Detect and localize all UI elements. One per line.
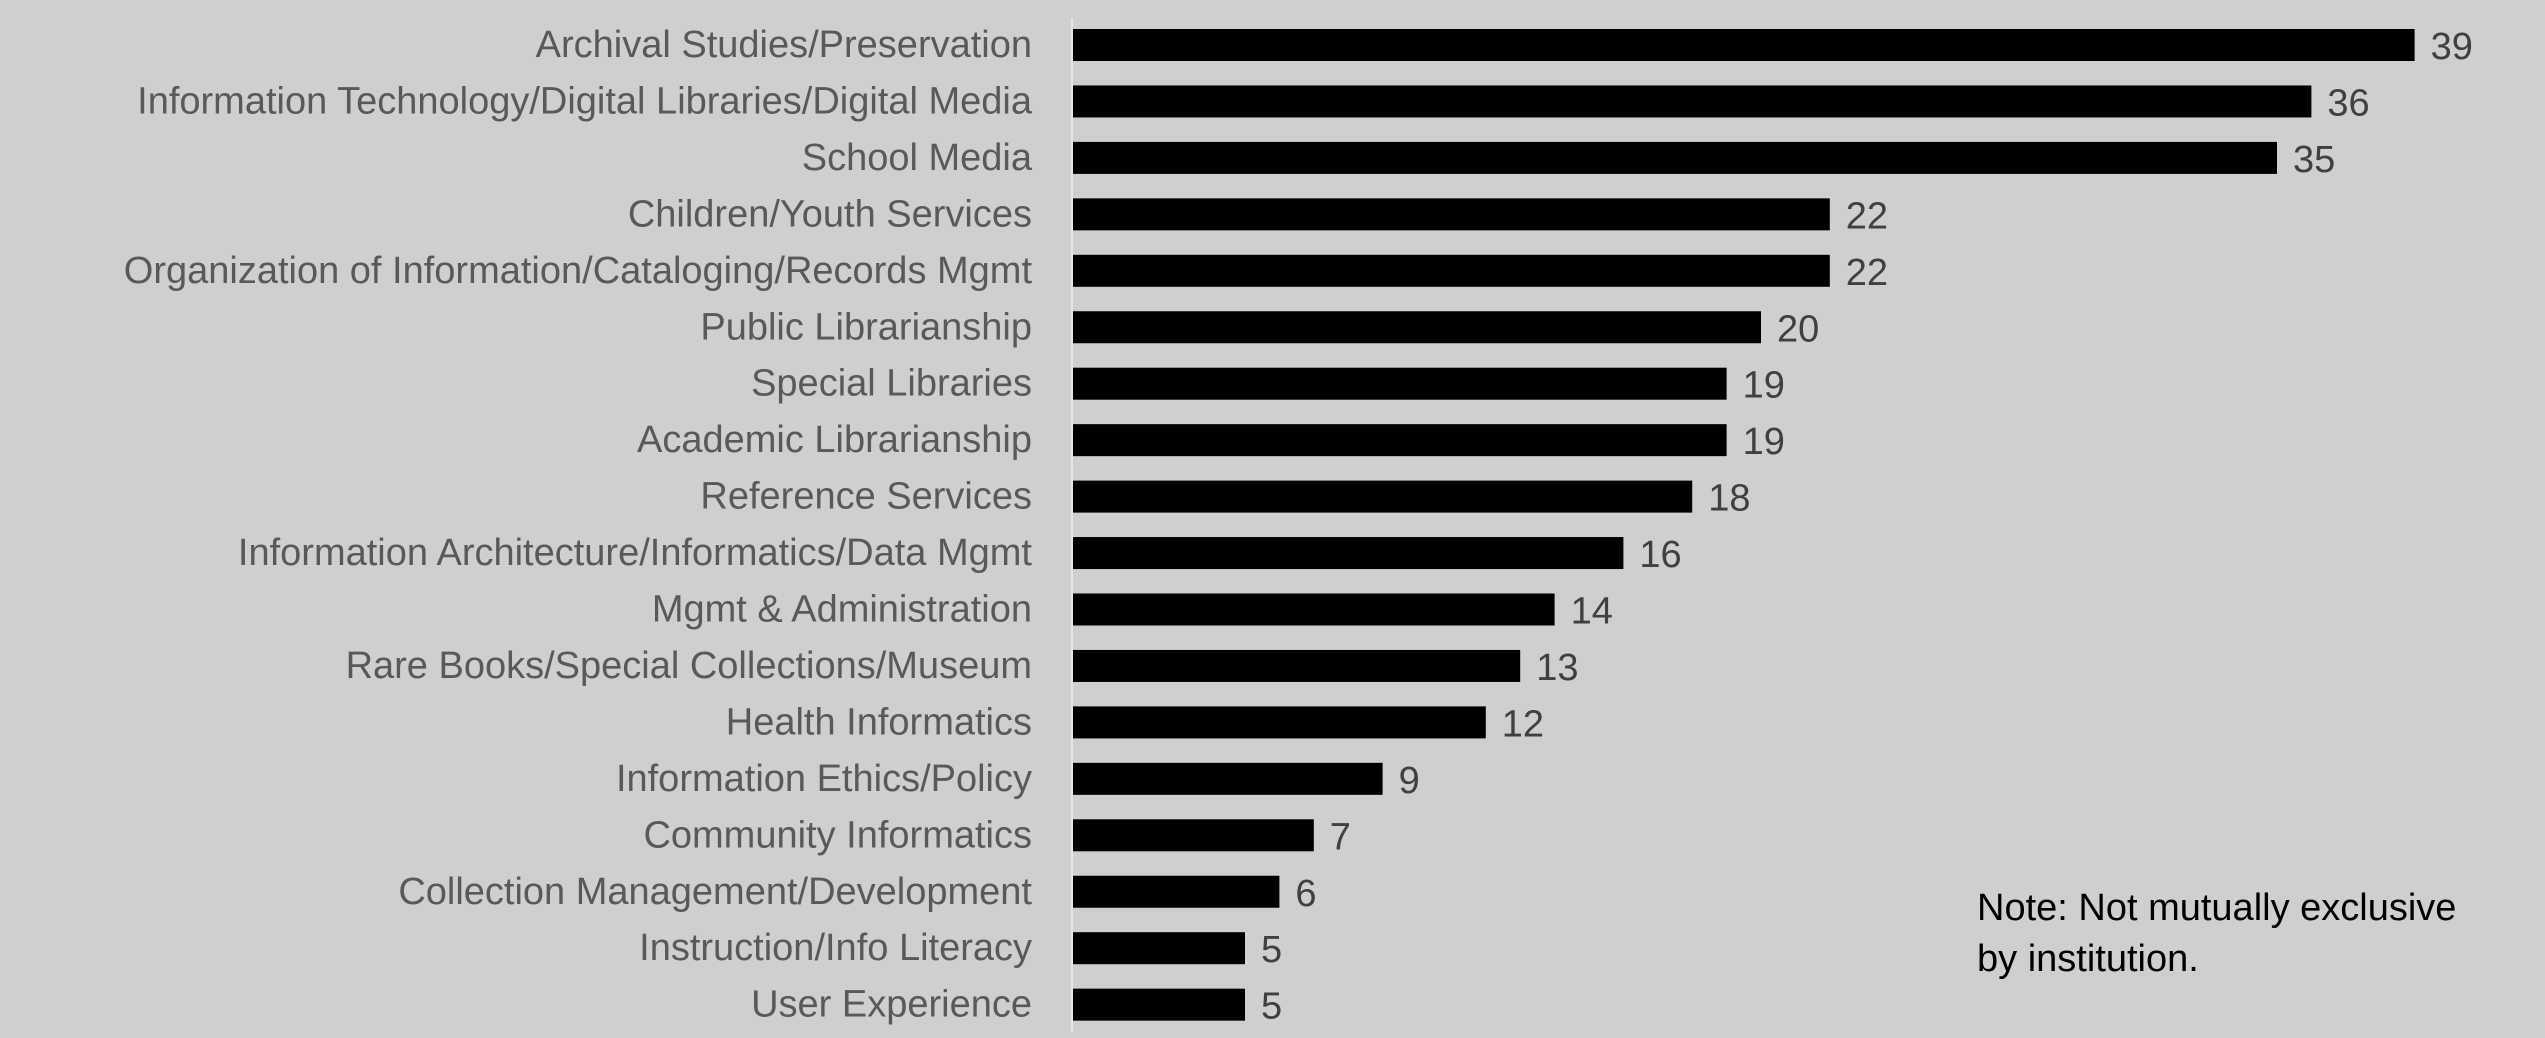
value-label: 18: [1708, 478, 1750, 520]
category-label: Archival Studies/Preservation: [536, 24, 1032, 66]
note-line-2: by institution.: [1977, 938, 2199, 980]
bar: [1073, 819, 1314, 852]
value-label: 14: [1571, 591, 1613, 633]
category-label: Reference Services: [700, 476, 1032, 518]
value-label: 20: [1777, 308, 1819, 350]
bar: [1073, 932, 1245, 965]
category-label: Health Informatics: [726, 701, 1032, 743]
category-label: Information Ethics/Policy: [616, 758, 1032, 800]
value-label: 39: [2431, 26, 2473, 68]
bar: [1073, 706, 1486, 739]
value-label: 13: [1536, 647, 1578, 689]
value-label: 9: [1399, 760, 1420, 802]
value-label: 22: [1846, 195, 1888, 237]
value-label: 7: [1330, 816, 1351, 858]
category-label: Organization of Information/Cataloging/R…: [124, 250, 1033, 292]
value-label: 22: [1846, 252, 1888, 294]
category-label: Children/Youth Services: [628, 193, 1032, 235]
bar: [1073, 537, 1624, 570]
bar: [1073, 311, 1761, 344]
value-label: 16: [1639, 534, 1681, 576]
value-label: 19: [1743, 421, 1785, 463]
bar: [1073, 649, 1521, 682]
bar: [1073, 85, 2312, 118]
value-label: 6: [1295, 873, 1316, 915]
bar: [1073, 198, 1830, 231]
bar: [1073, 875, 1280, 908]
category-label: School Media: [802, 137, 1033, 179]
value-label: 35: [2293, 139, 2335, 181]
category-labels: Archival Studies/Preservation Information…: [124, 24, 1033, 1026]
bar: [1073, 141, 2277, 174]
bar: [1073, 29, 2415, 61]
category-label: Community Informatics: [643, 814, 1032, 856]
value-label: 12: [1502, 703, 1544, 745]
category-label: Public Librarianship: [700, 306, 1032, 348]
value-label: 19: [1743, 365, 1785, 407]
note-line-1: Note: Not mutually exclusive: [1977, 887, 2457, 929]
chart-note: Note: Not mutually exclusive by institut…: [1977, 883, 2517, 985]
category-label: Information Architecture/Informatics/Dat…: [238, 532, 1033, 574]
category-label: Special Libraries: [751, 363, 1032, 405]
category-label: Collection Management/Development: [398, 871, 1032, 913]
category-label: Instruction/Info Literacy: [639, 927, 1032, 969]
bar: [1073, 254, 1830, 287]
bars-group: [1073, 29, 2415, 1021]
bar: [1073, 424, 1727, 457]
bar: [1073, 762, 1383, 795]
bar: [1073, 593, 1555, 626]
value-label: 5: [1261, 986, 1282, 1028]
bar: [1073, 367, 1727, 400]
category-label: Information Technology/Digital Libraries…: [137, 80, 1033, 122]
category-label: Rare Books/Special Collections/Museum: [346, 645, 1032, 687]
bar: [1073, 988, 1245, 1021]
category-label: Academic Librarianship: [637, 419, 1032, 461]
value-label: 36: [2327, 82, 2369, 124]
value-label: 5: [1261, 929, 1282, 971]
category-label: User Experience: [751, 984, 1032, 1026]
bar: [1073, 480, 1693, 513]
category-label: Mgmt & Administration: [652, 589, 1032, 631]
